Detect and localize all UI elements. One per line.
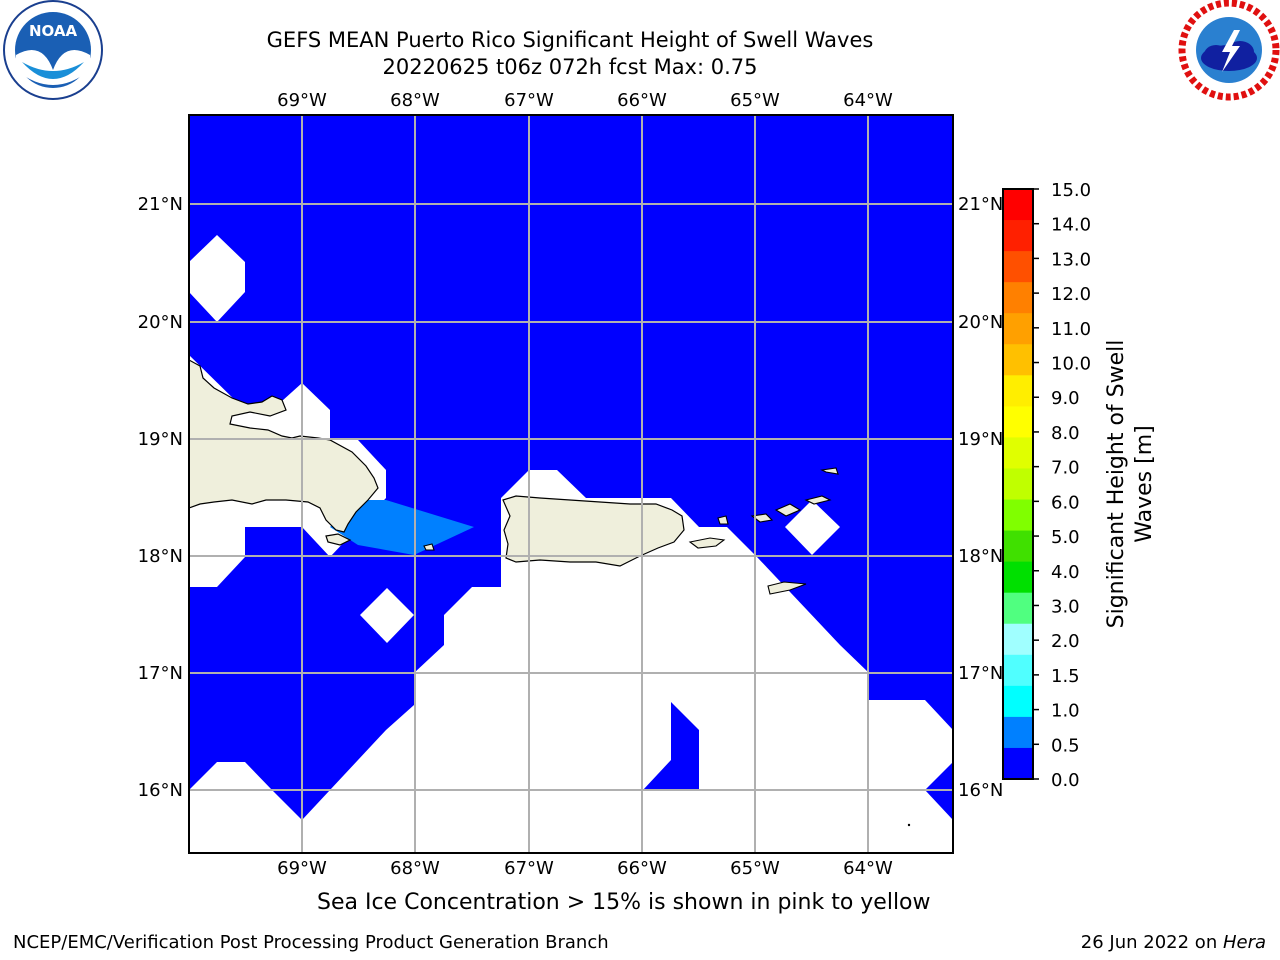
colorbar-tick-label: 8.0	[1051, 423, 1080, 444]
lon-label: 66°W	[617, 90, 667, 111]
footer-date-text: 26 Jun 2022 on	[1080, 932, 1223, 953]
lon-label: 65°W	[730, 858, 780, 879]
lon-labels-bottom: 69°W 68°W 67°W 66°W 65°W 64°W	[277, 858, 893, 879]
lon-labels-top: 69°W 68°W 67°W 66°W 65°W 64°W	[277, 90, 893, 111]
footer-date: 26 Jun 2022 on Hera	[1081, 932, 1266, 953]
lon-label: 66°W	[617, 858, 667, 879]
colorbar-label-line1: Significant Height of Swell	[1104, 340, 1129, 629]
lat-label: 18°N	[958, 546, 1003, 567]
colorbar-segment	[1003, 530, 1033, 563]
lon-label: 68°W	[390, 858, 440, 879]
colorbar-tick-label: 5.0	[1051, 527, 1080, 548]
lat-label: 17°N	[958, 663, 1003, 684]
colorbar-segment	[1003, 282, 1033, 314]
colorbar-tick-label: 13.0	[1051, 249, 1091, 270]
map-title: GEFS MEAN Puerto Rico Significant Height…	[266, 28, 874, 52]
lat-labels-right: 21°N 20°N 19°N 18°N 17°N 16°N	[958, 194, 1003, 801]
lat-label: 20°N	[958, 312, 1003, 333]
sea-ice-note: Sea Ice Concentration > 15% is shown in …	[317, 890, 931, 915]
colorbar-segment	[1003, 716, 1033, 749]
colorbar-tick-label: 1.0	[1051, 701, 1080, 722]
lat-label: 19°N	[958, 429, 1003, 450]
map-frame	[188, 114, 954, 854]
colorbar-tick-label: 0.5	[1051, 735, 1080, 756]
colorbar-tick-label: 3.0	[1051, 596, 1080, 617]
footer-machine: Hera	[1222, 932, 1266, 953]
lat-label: 21°N	[138, 194, 183, 215]
colorbar-segment	[1003, 747, 1033, 780]
land-puerto-rico	[502, 495, 685, 567]
colorbar-segment	[1003, 406, 1033, 438]
colorbar	[1003, 189, 1033, 780]
colorbar-segment	[1003, 623, 1033, 656]
colorbar-segment	[1003, 313, 1033, 345]
colorbar-tick-label: 7.0	[1051, 458, 1080, 479]
colorbar-tick-label: 4.0	[1051, 562, 1080, 583]
colorbar-segment	[1003, 468, 1033, 501]
lon-label: 69°W	[277, 858, 327, 879]
colorbar-segment	[1003, 251, 1033, 283]
lon-label: 68°W	[390, 90, 440, 111]
colorbar-label: Significant Height of Swell Waves [m]	[1104, 340, 1157, 629]
lat-label: 19°N	[138, 429, 183, 450]
lat-labels-left: 21°N 20°N 19°N 18°N 17°N 16°N	[138, 194, 183, 801]
lat-label: 16°N	[138, 780, 183, 801]
map-plot-area	[189, 115, 953, 853]
colorbar-tick-label: 0.0	[1051, 770, 1080, 791]
lon-label: 65°W	[730, 90, 780, 111]
lon-label: 69°W	[277, 90, 327, 111]
lon-label: 67°W	[504, 90, 554, 111]
colorbar-segment	[1003, 189, 1033, 221]
graticule	[189, 115, 953, 853]
swell-mid-patch	[330, 500, 474, 555]
lon-label: 67°W	[504, 858, 554, 879]
colorbar-segment	[1003, 561, 1033, 594]
colorbar-tick-label: 10.0	[1051, 354, 1091, 375]
colorbar-segment	[1003, 220, 1033, 252]
colorbar-tick-label: 1.5	[1051, 666, 1080, 687]
colorbar-segment	[1003, 654, 1033, 687]
colorbar-tick-label: 15.0	[1051, 180, 1091, 201]
colorbar-segment	[1003, 344, 1033, 376]
lat-label: 21°N	[958, 194, 1003, 215]
lon-label: 64°W	[843, 90, 893, 111]
lat-label: 18°N	[138, 546, 183, 567]
colorbar-segment	[1003, 375, 1033, 407]
colorbar-tick-label: 9.0	[1051, 388, 1080, 409]
noaa-logo: NOAA	[3, 0, 103, 100]
swell-field	[189, 115, 953, 820]
colorbar-tick-label: 12.0	[1051, 284, 1091, 305]
colorbar-segment	[1003, 592, 1033, 625]
colorbar-tick-label: 11.0	[1051, 319, 1091, 340]
footer-credit: NCEP/EMC/Verification Post Processing Pr…	[13, 932, 609, 953]
nws-logo	[1178, 0, 1280, 101]
colorbar-segment	[1003, 437, 1033, 469]
map-subtitle: 20220625 t06z 072h fcst Max: 0.75	[382, 55, 758, 79]
colorbar-tick-label: 6.0	[1051, 492, 1080, 513]
lon-label: 64°W	[843, 858, 893, 879]
colorbar-tick-label: 2.0	[1051, 631, 1080, 652]
noaa-logo-text: NOAA	[29, 22, 78, 40]
lat-label: 17°N	[138, 663, 183, 684]
lat-label: 20°N	[138, 312, 183, 333]
lat-label: 16°N	[958, 780, 1003, 801]
colorbar-tick-label: 14.0	[1051, 215, 1091, 236]
colorbar-frame	[1002, 188, 1034, 780]
colorbar-label-line2: Waves [m]	[1132, 425, 1157, 542]
colorbar-segment	[1003, 685, 1033, 718]
colorbar-ticks: 15.0 14.0 13.0 12.0 11.0 10.0 9.0 8.0 7.0 6.0 5.0 4…	[1033, 180, 1091, 791]
colorbar-segment	[1003, 499, 1033, 532]
